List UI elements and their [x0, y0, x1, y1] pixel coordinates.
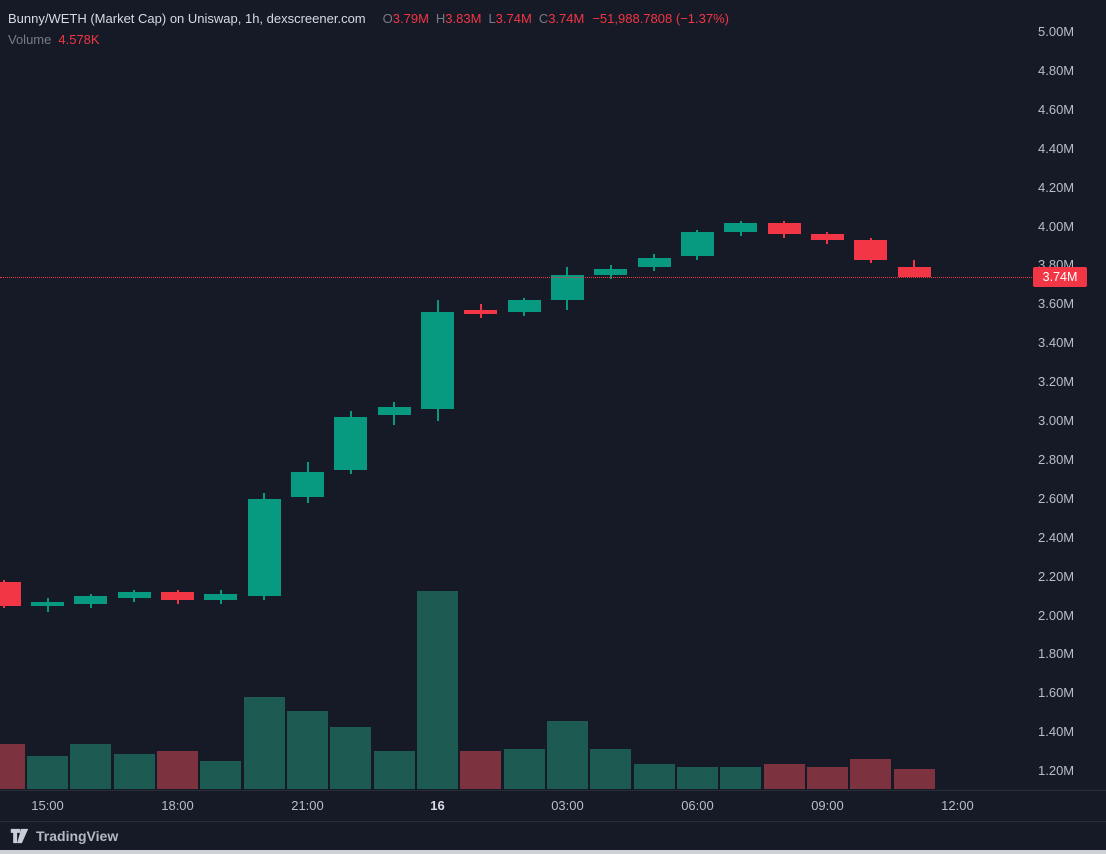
tradingview-brand-text[interactable]: TradingView — [36, 828, 119, 844]
price-axis-label: 1.40M — [1038, 724, 1075, 740]
volume-bar — [243, 697, 285, 789]
candle — [161, 592, 195, 600]
volume-bar — [676, 767, 718, 789]
price-axis-label: 2.80M — [1038, 451, 1075, 467]
time-axis-label: 15:00 — [31, 798, 64, 813]
volume-bar — [113, 753, 155, 789]
legend-volume-row: Volume 4.578K — [8, 29, 729, 50]
candle — [594, 269, 628, 276]
open-label: O — [382, 11, 393, 26]
volume-bar — [546, 720, 588, 789]
price-axis[interactable]: 5.00M 4.80M 4.60M 4.40M 4.20M 4.00M 3.80M 3.60M… — [1032, 0, 1106, 790]
candle — [897, 267, 931, 278]
volume-bar — [460, 750, 502, 789]
chart-area[interactable] — [0, 0, 1032, 790]
candle — [204, 594, 238, 600]
time-axis[interactable]: 15:00 18:00 21:00 16 03:00 06:00 09:00 12:00 — [0, 790, 1106, 821]
volume-bar — [0, 743, 25, 789]
volume-bar — [200, 760, 242, 789]
volume-bar — [633, 763, 675, 789]
volume-bar — [720, 767, 762, 789]
price-axis-label: 2.00M — [1038, 607, 1075, 623]
legend: Bunny/WETH (Market Cap) on Uniswap, 1h, … — [8, 8, 729, 50]
price-axis-label: 4.80M — [1038, 62, 1075, 78]
last-price-tag: 3.74M — [1033, 267, 1087, 288]
volume-bar — [330, 726, 372, 789]
time-axis-label: 09:00 — [811, 798, 844, 813]
price-axis-label: 3.40M — [1038, 335, 1075, 351]
candle — [31, 601, 65, 606]
volume-label: Volume — [8, 32, 52, 47]
price-axis-label: 2.60M — [1038, 490, 1075, 506]
high-label: H — [435, 11, 446, 26]
volume-bar — [893, 768, 935, 789]
time-axis-label: 16 — [430, 798, 445, 813]
low-value: 3.74M — [495, 11, 532, 26]
price-axis-label: 4.40M — [1038, 140, 1075, 156]
volume-bar — [503, 748, 545, 789]
horizontal-scrollbar[interactable] — [0, 850, 1106, 854]
price-axis-label: 1.80M — [1038, 646, 1075, 662]
volume-bar — [850, 759, 892, 789]
volume-value: 4.578K — [58, 32, 100, 47]
price-axis-label: 1.60M — [1038, 685, 1075, 701]
volume-bar — [373, 750, 415, 789]
volume-bar — [27, 756, 69, 789]
candle — [724, 222, 758, 233]
price-axis-label: 4.60M — [1038, 101, 1075, 117]
time-axis-label: 18:00 — [161, 798, 194, 813]
price-axis-label: 4.20M — [1038, 179, 1075, 195]
candle — [680, 232, 714, 256]
high-value: 3.83M — [445, 11, 482, 26]
time-axis-label: 12:00 — [941, 798, 974, 813]
close-value: 3.74M — [548, 11, 585, 26]
price-axis-label: 3.00M — [1038, 413, 1075, 428]
close-label: C — [538, 11, 549, 26]
candle — [464, 310, 498, 314]
price-axis-label: 3.60M — [1038, 296, 1075, 312]
candle — [377, 407, 411, 416]
candle — [854, 240, 888, 260]
volume-bar — [590, 748, 632, 789]
legend-symbol-row: Bunny/WETH (Market Cap) on Uniswap, 1h, … — [8, 8, 729, 29]
volume-bar — [806, 767, 848, 789]
candle — [421, 312, 454, 410]
price-axis-label: 2.20M — [1038, 568, 1075, 584]
candle — [637, 257, 671, 268]
price-axis-label: 1.20M — [1038, 763, 1075, 779]
candle — [117, 592, 151, 598]
volume-bar — [70, 743, 112, 789]
candle — [291, 471, 324, 497]
candle — [0, 582, 21, 606]
candle — [810, 234, 844, 241]
change-value: −51,988.7808 (−1.37%) — [592, 11, 729, 26]
candle — [550, 275, 584, 301]
volume-bar — [287, 711, 328, 789]
time-axis-label: 03:00 — [551, 798, 584, 813]
candle — [507, 300, 541, 313]
candle — [334, 417, 368, 470]
candle — [767, 222, 801, 235]
open-value: 3.79M — [392, 11, 429, 26]
time-axis-label: 06:00 — [681, 798, 714, 813]
footer-bar: TradingView — [0, 821, 1106, 850]
volume-bar — [157, 750, 199, 789]
tradingview-logo-icon — [10, 828, 29, 844]
symbol-title[interactable]: Bunny/WETH (Market Cap) on Uniswap, 1h, … — [8, 11, 366, 26]
candle — [247, 498, 281, 597]
time-axis-label: 21:00 — [291, 798, 324, 813]
tradingview-logo[interactable] — [10, 828, 29, 844]
price-axis-label: 3.20M — [1038, 374, 1075, 390]
last-price-line — [0, 277, 1032, 279]
price-axis-label: 4.00M — [1038, 218, 1075, 234]
low-label: L — [488, 11, 496, 26]
volume-bar — [417, 591, 458, 789]
price-axis-label: 5.00M — [1038, 24, 1075, 39]
volume-bar — [763, 763, 805, 789]
price-axis-label: 2.40M — [1038, 529, 1075, 545]
candle — [74, 596, 108, 604]
